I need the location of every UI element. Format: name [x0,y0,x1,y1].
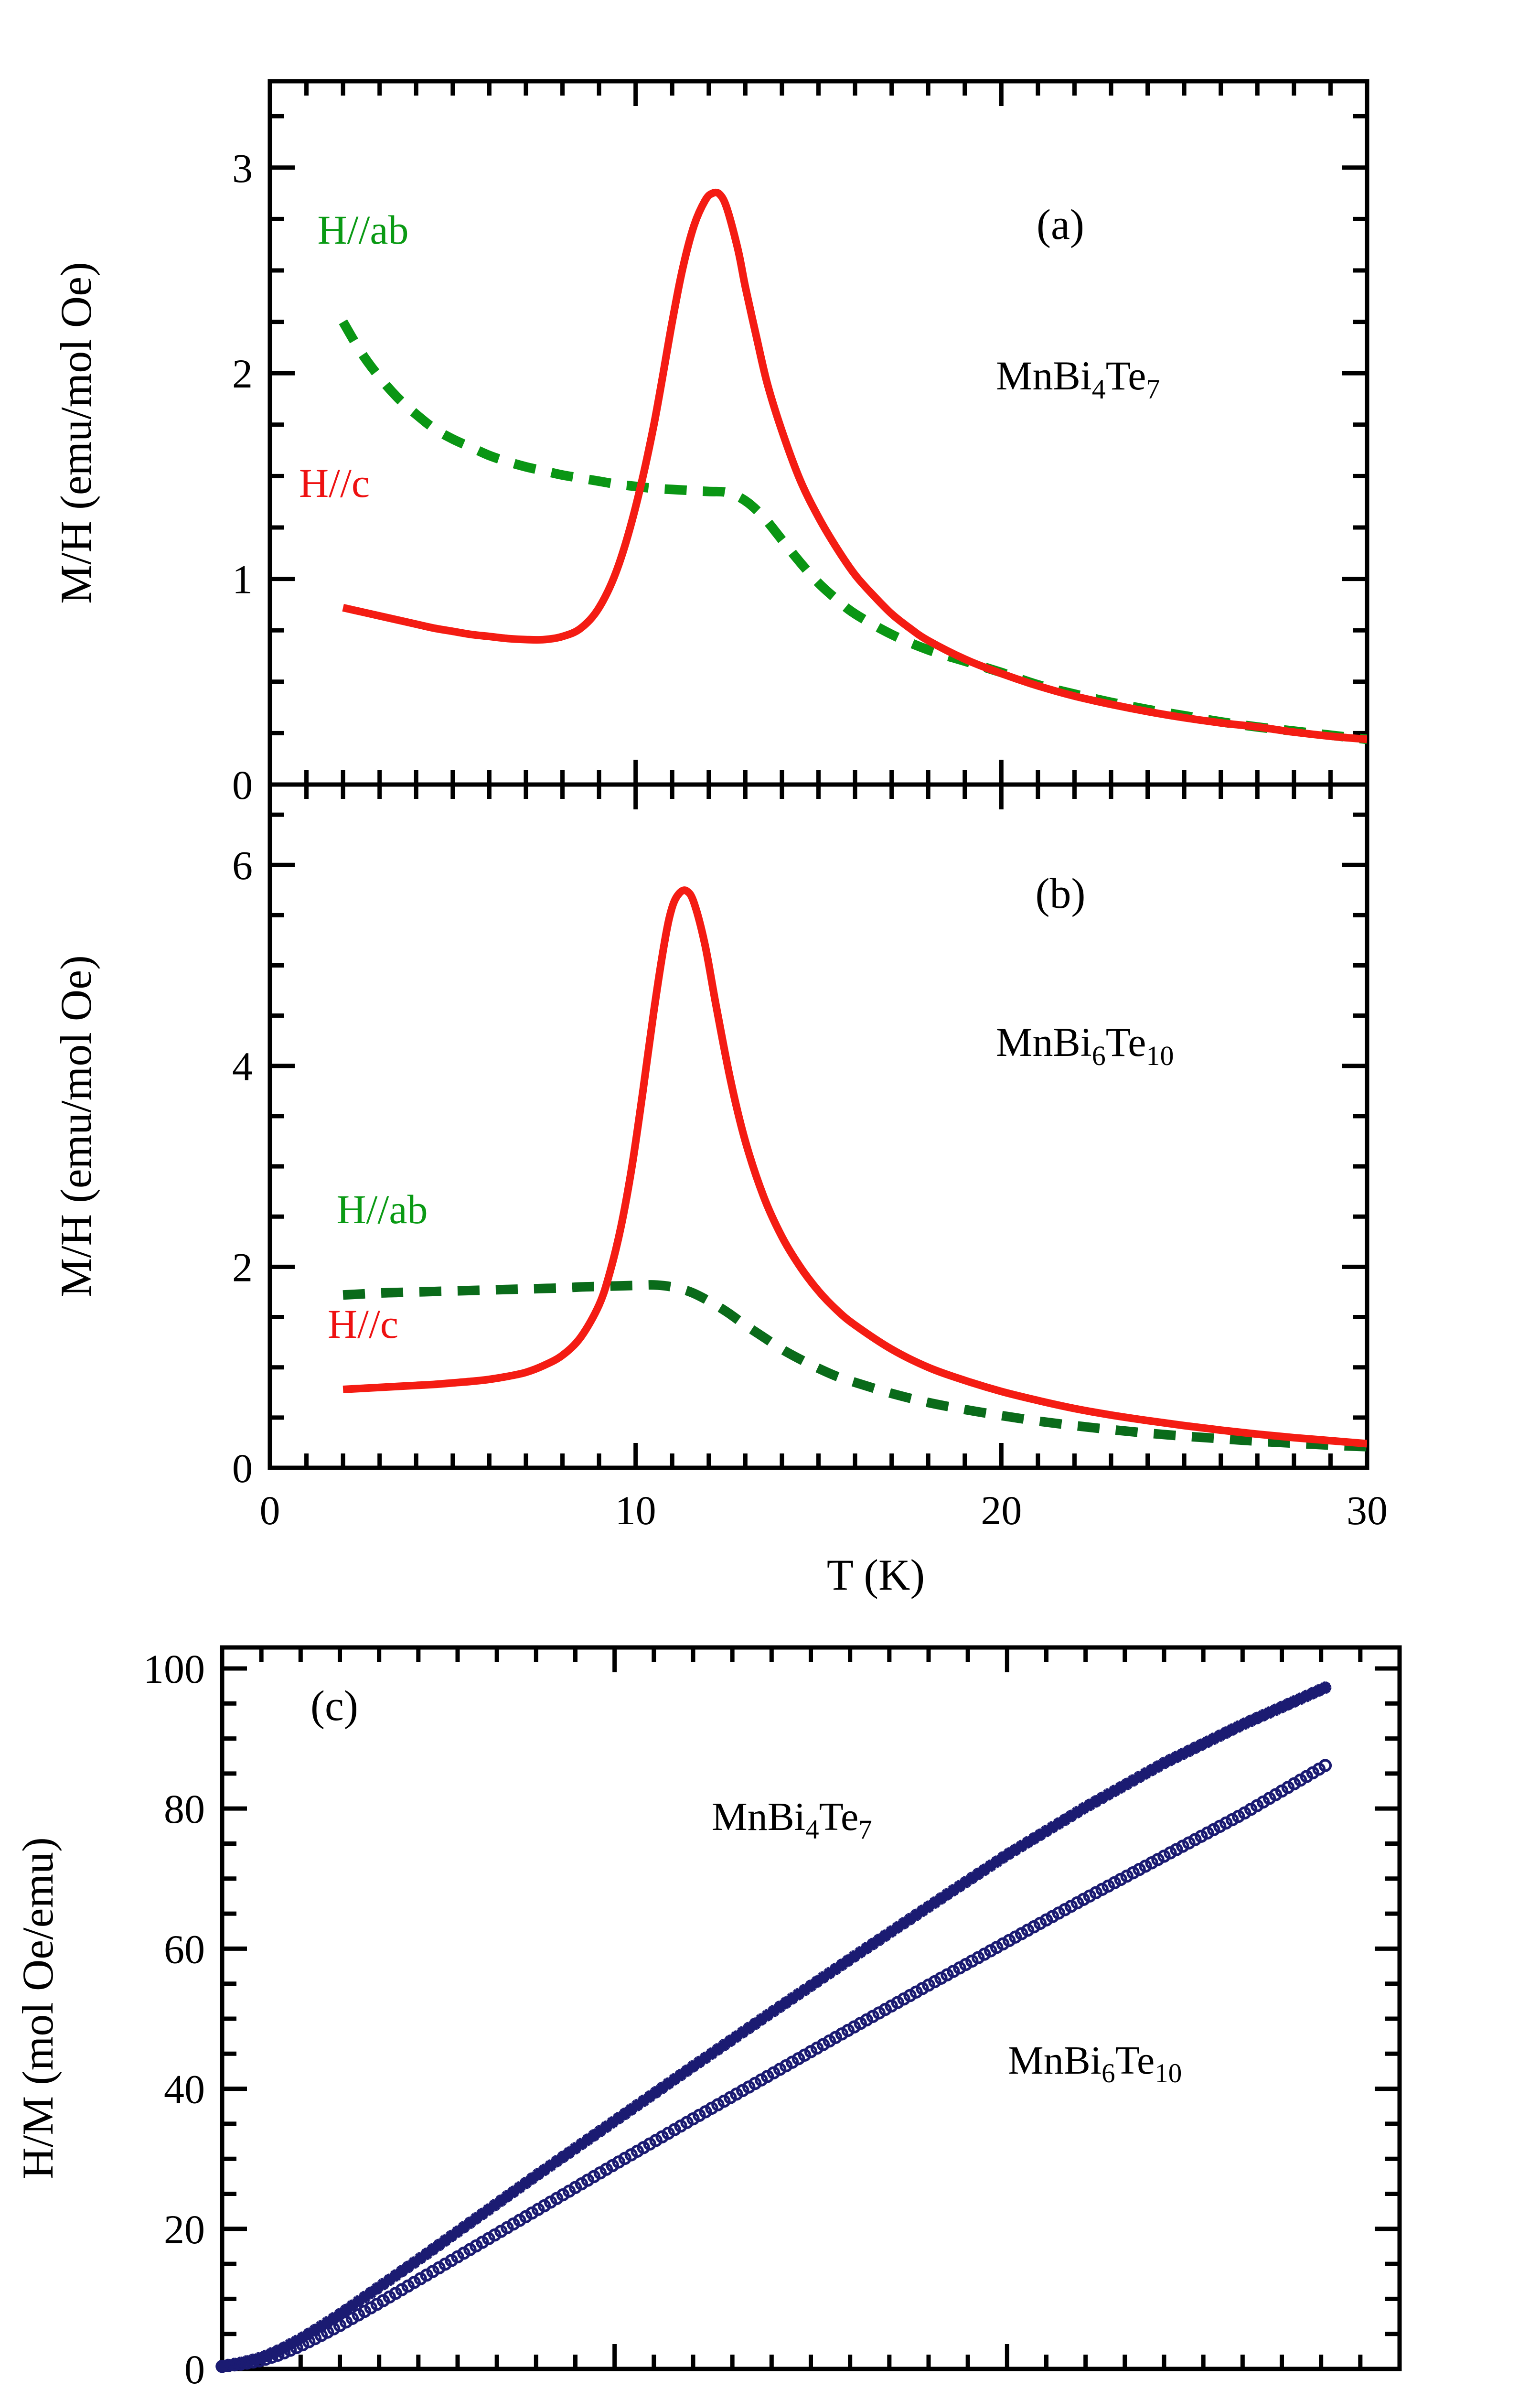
panel-b-xtick-label: 10 [615,1487,656,1533]
panel-c-series-mnbi6te10 [215,1759,1332,2373]
panel-a-compound: MnBi4Te7 [996,353,1160,405]
panel-b-legend-hc: H//c [328,1301,398,1347]
panel-c-series-mnbi4te7 [215,1681,1332,2373]
panel-b-frame [267,782,1369,1470]
panel-a-curve-Hab [339,319,1367,744]
panel-a-ytick-label: 1 [232,557,253,603]
panel-c-annotation-mnbi6te10: MnBi6Te10 [1008,2038,1182,2088]
panel-b-legend-hab: H//ab [336,1186,428,1232]
panel-c-frame [220,1645,1402,2371]
panel-c-ytick-label: 40 [164,2066,205,2112]
panel-c-label: (c) [310,1682,358,1730]
panel-a-ytick-label: 3 [232,145,253,191]
panel-c-ytick-label: 0 [184,2346,205,2389]
panel-b-compound: MnBi6Te10 [996,1019,1174,1071]
panel-b-curve-Hab [342,1280,1367,1452]
panel-a-label: (a) [1037,201,1084,248]
panel-c-annotation-mnbi4te7: MnBi4Te7 [712,1795,872,1845]
panel-b-xtick-label: 20 [981,1487,1022,1533]
panel-a-curve-Hc [342,188,1367,743]
panel-b-ylabel: M/H (emu/mol Oe) [52,955,100,1297]
panel-c-ytick-label: 100 [143,1646,205,1692]
panel-a-frame [267,79,1369,787]
panel-b-ytick-label: 0 [232,1445,253,1491]
panel-a-ytick-label: 0 [232,762,253,808]
panel-b-xlabel: T (K) [827,1550,925,1599]
panel-b-curve-Hc [342,886,1367,1448]
panel-b-xtick-label: 30 [1347,1487,1388,1533]
panel-b-ytick-label: 2 [232,1244,253,1290]
panel-c-ytick-label: 80 [164,1786,205,1832]
panel-a-ytick-label: 2 [232,351,253,397]
panel-b-label: (b) [1036,870,1086,917]
panel-c-ytick-label: 60 [164,1926,205,1972]
panel-c-ytick-label: 20 [164,2206,205,2252]
panel-a-legend-hab: H//ab [317,207,408,253]
panel-b-ytick-label: 6 [232,842,253,888]
panel-a-legend-hc: H//c [299,460,370,506]
panel-b-xtick-label: 0 [260,1487,280,1533]
panel-c-ylabel: H/M (mol Oe/emu) [13,1837,62,2179]
panel-a-ylabel: M/H (emu/mol Oe) [52,262,100,603]
panel-b-ytick-label: 4 [232,1044,253,1089]
